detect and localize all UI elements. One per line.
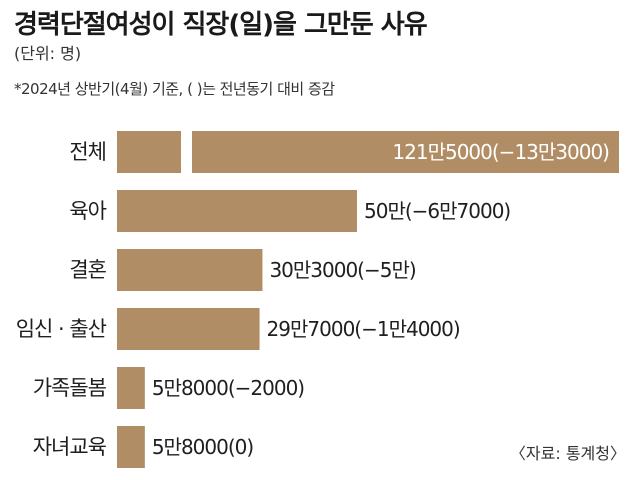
bar: [117, 131, 181, 173]
category-label: 자녀교육: [33, 435, 107, 459]
unit-label: (단위: 명): [14, 44, 82, 63]
data-label: 50만(−6만7000): [364, 199, 510, 223]
category-label: 가족돌봄: [33, 376, 107, 400]
bar: [117, 249, 263, 291]
data-label: 29만7000(−1만4000): [267, 317, 460, 341]
category-label: 전체: [69, 140, 106, 164]
bar: [117, 308, 260, 350]
bar: [192, 131, 619, 173]
source-label: 〈자료: 통계청〉: [509, 444, 626, 463]
chart-title: 경력단절여성이 직장(일)을 그만둔 사유: [14, 10, 428, 40]
bar: [117, 190, 357, 232]
data-label: 5만8000(−2000): [152, 376, 304, 400]
data-label: 121만5000(−13만3000): [392, 140, 609, 164]
category-label: 육아: [69, 199, 106, 223]
category-label: 임신 · 출산: [16, 317, 107, 341]
footnote: *2024년 상반기(4월) 기준, ( )는 전년동기 대비 증감: [14, 80, 335, 98]
category-label: 결혼: [69, 258, 106, 282]
bar: [117, 426, 145, 468]
data-label: 30만3000(−5만): [269, 258, 415, 282]
data-label: 5만8000(0): [152, 435, 254, 459]
bar: [117, 367, 145, 409]
